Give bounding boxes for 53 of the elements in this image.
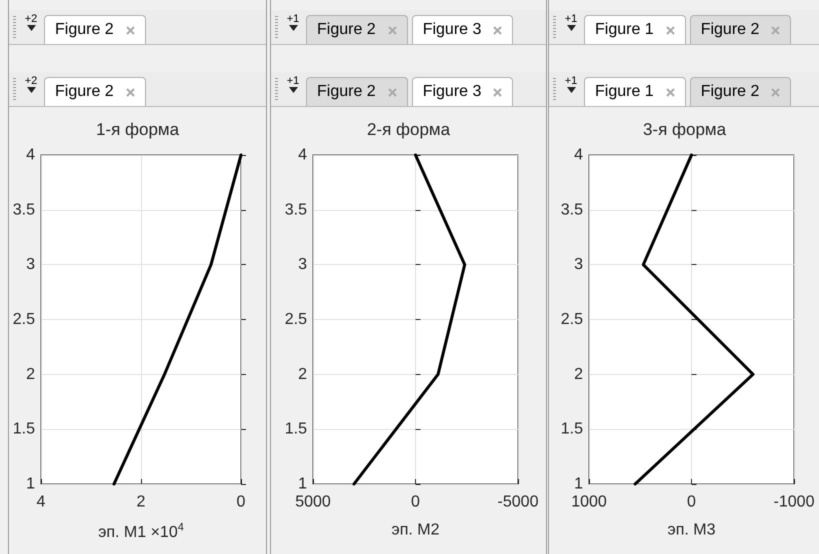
x-tick-label: -1000 <box>774 494 815 510</box>
text: +2 <box>24 13 38 25</box>
y-tick-label: 3.5 <box>284 201 308 218</box>
caption: Figure 2 <box>55 83 114 101</box>
caption: Figure 3 <box>422 83 482 101</box>
y-tick-label: 4 <box>574 146 584 164</box>
y-tick-label: 3 <box>298 256 308 274</box>
x-tick-label: 1000 <box>571 494 607 510</box>
x-tick-label: 4 <box>36 494 46 510</box>
y-tick-label: 1 <box>298 476 308 492</box>
y-tick-label: 3.5 <box>12 201 36 218</box>
line-series <box>352 154 466 486</box>
y-tick-label: 3 <box>574 256 584 274</box>
y-tick-label: 1 <box>574 476 584 492</box>
chart-title: 3-я форма <box>642 120 727 139</box>
y-tick-label: 4 <box>26 146 36 164</box>
x-tick-label: 0 <box>236 494 246 510</box>
y-tick-label: 2 <box>574 366 584 383</box>
y-tick-label: 1.5 <box>284 420 308 438</box>
line-series <box>634 154 754 486</box>
y-tick-label: 2.5 <box>284 311 308 328</box>
x-axis-title: эп. M2 <box>392 522 440 538</box>
text: Figure 2 <box>700 21 760 38</box>
y-tick-label: 3.5 <box>560 201 584 218</box>
y-tick-label: 1.5 <box>560 420 584 438</box>
y-tick-label: 3 <box>26 256 36 274</box>
text: +1 <box>564 13 578 25</box>
text: +1 <box>286 13 300 25</box>
x-tick-label: 5000 <box>295 494 331 510</box>
caption: Figure 2 <box>700 83 760 101</box>
y-tick-label: 1.5 <box>12 420 36 438</box>
text: +1 <box>564 75 578 87</box>
x-tick-label: -5000 <box>498 494 539 510</box>
y-tick-label: 2.5 <box>12 311 36 328</box>
x-tick-label: 2 <box>136 494 146 510</box>
y-tick-label: 2 <box>26 366 36 383</box>
y-tick-label: 2.5 <box>560 311 584 328</box>
y-tick-label: 1 <box>26 476 36 492</box>
text: Figure 2 <box>317 21 376 38</box>
x-tick-label: 0 <box>687 494 696 510</box>
x-tick-label: 0 <box>411 494 420 510</box>
y-tick-label: 2 <box>298 366 308 383</box>
text: +2 <box>24 75 38 87</box>
caption: Figure 1 <box>595 83 654 101</box>
text: Figure 3 <box>422 21 482 38</box>
text: Figure 1 <box>595 21 654 38</box>
chart-title: 2-я форма <box>366 120 451 139</box>
chart-title: 1-я форма <box>96 120 180 139</box>
y-tick-label: 4 <box>298 146 308 164</box>
text: +1 <box>286 75 300 87</box>
x-axis-title: эп. M3 <box>668 522 716 538</box>
caption: Figure 2 <box>317 83 376 101</box>
text: Figure 2 <box>55 21 114 38</box>
